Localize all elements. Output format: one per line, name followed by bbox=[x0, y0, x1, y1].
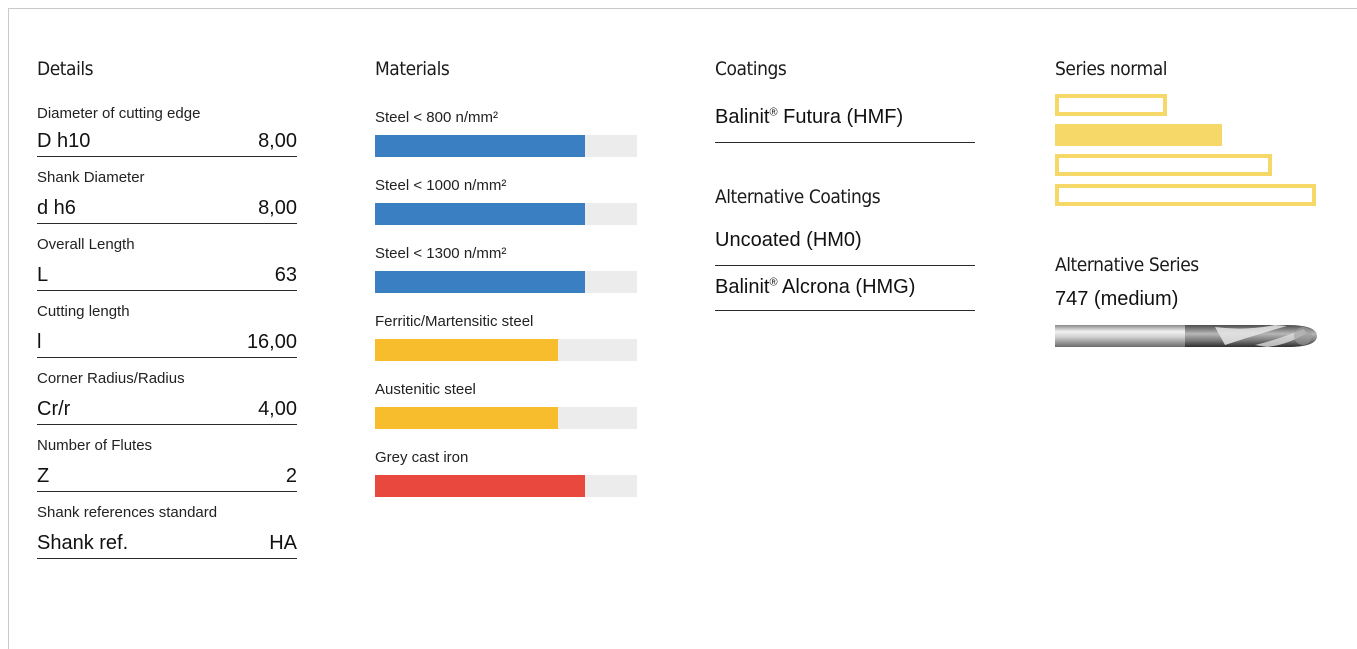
material-bar-track bbox=[375, 339, 637, 361]
alternative-series-heading: Alternative Series bbox=[1055, 254, 1199, 276]
material-bar-track bbox=[375, 203, 637, 225]
detail-row-diameter: Diameter of cutting edge D h10 8,00 bbox=[37, 103, 297, 157]
material-label: Steel < 1000 n/mm² bbox=[375, 177, 507, 194]
coating-alternative[interactable]: Uncoated (HM0) bbox=[715, 229, 975, 266]
material-label: Ferritic/Martensitic steel bbox=[375, 313, 534, 330]
material-bar-fill bbox=[375, 407, 559, 429]
material-bar-track bbox=[375, 135, 637, 157]
detail-symbol: D h10 bbox=[37, 130, 91, 152]
series-bar bbox=[1055, 94, 1167, 116]
detail-symbol: Shank ref. bbox=[37, 532, 129, 554]
series-bar bbox=[1055, 184, 1316, 206]
detail-value: 63 bbox=[274, 264, 297, 286]
detail-label: Shank Diameter bbox=[37, 169, 145, 186]
detail-value: HA bbox=[269, 532, 297, 554]
content-frame bbox=[8, 8, 1357, 649]
detail-symbol: Cr/r bbox=[37, 398, 71, 420]
detail-row-flutes: Number of Flutes Z 2 bbox=[37, 425, 297, 492]
material-item: Steel < 1000 n/mm² bbox=[375, 177, 637, 245]
material-bar-fill bbox=[375, 135, 585, 157]
coating-name: Uncoated (HM0) bbox=[715, 229, 862, 251]
alternative-series-link[interactable]: 747 (medium) bbox=[1055, 288, 1179, 310]
series-bar bbox=[1055, 124, 1222, 146]
series-bar bbox=[1055, 154, 1272, 176]
detail-label: Corner Radius/Radius bbox=[37, 370, 185, 387]
material-item: Ferritic/Martensitic steel bbox=[375, 313, 637, 381]
series-heading: Series normal bbox=[1055, 58, 1168, 80]
detail-row-corner-radius: Corner Radius/Radius Cr/r 4,00 bbox=[37, 358, 297, 425]
detail-label: Shank references standard bbox=[37, 504, 218, 521]
series-length-indicator bbox=[1055, 94, 1320, 212]
material-item: Steel < 800 n/mm² bbox=[375, 109, 637, 177]
details-section: Details Diameter of cutting edge D h10 8… bbox=[37, 58, 297, 559]
coating-primary[interactable]: Balinit® Futura (HMF) bbox=[715, 106, 975, 143]
tool-image bbox=[1055, 325, 1317, 347]
detail-symbol: l bbox=[37, 331, 42, 353]
detail-value: 8,00 bbox=[258, 130, 297, 152]
details-heading: Details bbox=[37, 58, 94, 80]
coating-suffix: Futura (HMF) bbox=[777, 106, 904, 128]
coating-name: Balinit bbox=[715, 276, 770, 298]
registered-mark: ® bbox=[769, 276, 778, 289]
detail-symbol: d h6 bbox=[37, 197, 76, 219]
material-label: Steel < 1300 n/mm² bbox=[375, 245, 507, 262]
detail-symbol: Z bbox=[37, 465, 50, 487]
material-bar-track bbox=[375, 407, 637, 429]
detail-label: Diameter of cutting edge bbox=[37, 105, 201, 122]
material-item: Steel < 1300 n/mm² bbox=[375, 245, 637, 313]
detail-value: 4,00 bbox=[258, 398, 297, 420]
ball-end-mill-icon[interactable] bbox=[1055, 319, 1320, 358]
material-label: Austenitic steel bbox=[375, 381, 476, 398]
material-item: Grey cast iron bbox=[375, 449, 637, 517]
material-bar-fill bbox=[375, 203, 585, 225]
coating-alternative[interactable]: Balinit® Alcrona (HMG) bbox=[715, 266, 975, 311]
material-bar-fill bbox=[375, 271, 585, 293]
coating-name: Balinit bbox=[715, 106, 770, 128]
alternative-coatings-heading: Alternative Coatings bbox=[715, 186, 881, 208]
detail-row-shank-ref: Shank references standard Shank ref. HA bbox=[37, 492, 297, 559]
registered-mark: ® bbox=[769, 106, 778, 119]
coatings-section: Coatings Balinit® Futura (HMF) Alternati… bbox=[715, 58, 975, 311]
series-section: Series normal Alternative Series 747 (me… bbox=[1055, 58, 1320, 358]
material-bar-fill bbox=[375, 339, 559, 361]
detail-symbol: L bbox=[37, 264, 49, 286]
detail-row-shank-diameter: Shank Diameter d h6 8,00 bbox=[37, 157, 297, 224]
material-label: Steel < 800 n/mm² bbox=[375, 109, 498, 126]
materials-list: Steel < 800 n/mm² Steel < 1000 n/mm² Ste… bbox=[375, 109, 637, 517]
detail-value: 16,00 bbox=[246, 331, 297, 353]
detail-label: Cutting length bbox=[37, 303, 130, 320]
detail-value: 8,00 bbox=[258, 197, 297, 219]
materials-section: Materials Steel < 800 n/mm² Steel < 1000… bbox=[375, 58, 637, 517]
material-bar-track bbox=[375, 475, 637, 497]
materials-heading: Materials bbox=[375, 58, 450, 80]
material-bar-track bbox=[375, 271, 637, 293]
detail-row-overall-length: Overall Length L 63 bbox=[37, 224, 297, 291]
detail-label: Overall Length bbox=[37, 236, 135, 253]
coatings-heading: Coatings bbox=[715, 58, 787, 80]
detail-value: 2 bbox=[285, 465, 297, 487]
detail-row-cutting-length: Cutting length l 16,00 bbox=[37, 291, 297, 358]
details-list: Diameter of cutting edge D h10 8,00 Shan… bbox=[37, 103, 297, 559]
material-label: Grey cast iron bbox=[375, 449, 469, 466]
material-bar-fill bbox=[375, 475, 585, 497]
coating-suffix: Alcrona (HMG) bbox=[777, 276, 916, 298]
material-item: Austenitic steel bbox=[375, 381, 637, 449]
detail-label: Number of Flutes bbox=[37, 437, 153, 454]
